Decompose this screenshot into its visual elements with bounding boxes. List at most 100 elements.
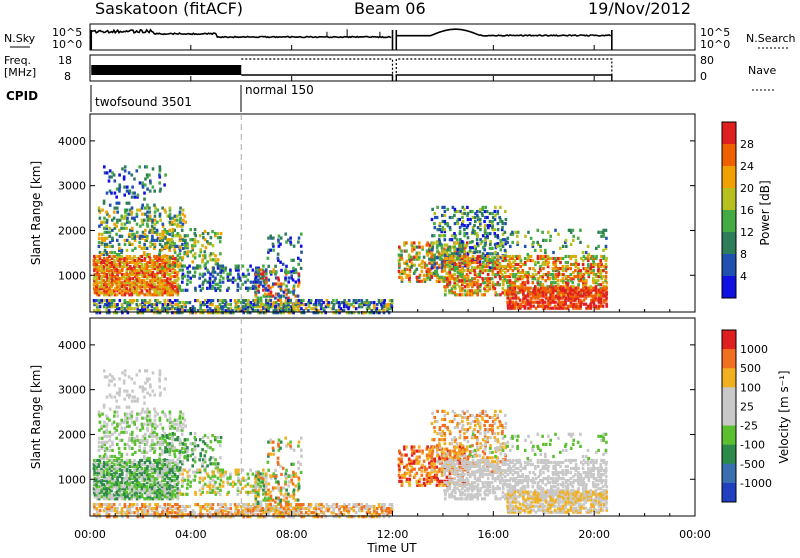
power-cell [179,234,182,237]
power-cell [131,249,134,252]
power-cell [421,280,424,283]
power-cell [453,248,456,251]
power-cell [169,221,172,224]
velocity-cell [179,450,182,453]
velocity-cell [141,417,144,420]
power-cell [280,237,283,240]
power-cell [479,250,482,253]
power-cell [476,250,479,253]
power-cell [194,228,197,231]
velocity-cell [138,449,141,452]
power-cell [103,165,106,168]
velocity-cell [181,493,184,496]
velocity-cell [184,443,187,446]
power-cell [544,301,547,304]
power-cell [166,238,169,241]
power-cell [254,291,257,294]
power-cell [267,265,270,268]
power-cell [557,233,560,236]
power-cell [446,261,449,264]
power-cell [529,287,532,290]
velocity-cell [244,485,247,488]
power-cell [152,186,155,189]
power-cell [443,250,446,253]
velocity-cell [109,463,112,466]
power-cell [173,248,176,251]
velocity-cell [214,481,217,484]
power-cell [577,287,580,290]
power-cell [124,243,127,246]
power-cell [418,280,421,283]
velocity-cell [212,448,215,451]
velocity-cell [123,398,126,401]
power-cell [496,245,499,248]
power-cell [499,275,502,278]
velocity-cell [118,451,121,454]
power-cell [444,210,447,213]
power-cell [595,255,598,258]
power-cell [138,277,141,280]
power-cell [444,293,447,296]
power-cell [98,245,101,248]
velocity-cell [226,477,229,480]
power-cell [400,250,403,253]
power-cell [204,230,207,233]
power-cell [448,271,451,274]
power-cell [605,257,608,260]
power-cell [489,277,492,280]
power-cell [98,299,101,302]
power-cell [292,267,295,270]
velocity-cell [124,447,127,450]
velocity-cell [153,408,156,411]
power-cell [497,210,500,213]
power-cell [197,240,200,243]
velocity-cell [172,432,175,435]
velocity-cell [133,381,136,384]
power-cell [141,263,144,266]
velocity-cell [162,427,165,430]
power-cell [108,235,111,238]
power-cell [268,278,271,281]
velocity-cell [245,479,248,482]
velocity-cell [111,449,114,452]
power-cell [537,255,540,258]
power-cell [108,215,111,218]
velocity-cell [181,433,184,436]
power-cell [600,269,603,272]
power-cell [298,237,301,240]
power-cell [574,255,577,258]
velocity-cell [236,493,239,496]
power-cell [469,249,472,252]
velocity-cell [98,437,101,440]
power-cell [297,305,300,308]
power-cell [516,241,519,244]
power-cell [110,175,113,178]
velocity-cell [204,454,207,457]
velocity-cell [262,489,265,492]
power-cell [539,275,542,278]
power-cell [174,269,177,272]
power-cell [433,222,436,225]
velocity-cell [184,438,187,441]
velocity-cell [212,489,215,492]
power-cell [193,275,196,278]
velocity-cell [201,448,204,451]
power-cell [133,233,136,236]
power-cell [194,307,197,310]
power-cell [587,263,590,266]
velocity-cell [133,459,136,462]
velocity-cell [131,453,134,456]
power-cell [441,276,444,279]
power-cell [530,237,533,240]
velocity-cell [99,421,102,424]
power-cell [594,305,597,308]
power-cell [469,241,472,244]
velocity-cell [153,459,156,462]
power-cell [201,287,204,290]
power-cell [569,229,572,232]
velocity-cell [183,456,186,459]
power-cell [466,283,469,286]
power-cell [163,254,166,257]
power-cell [184,234,187,237]
velocity-cell [198,458,201,461]
